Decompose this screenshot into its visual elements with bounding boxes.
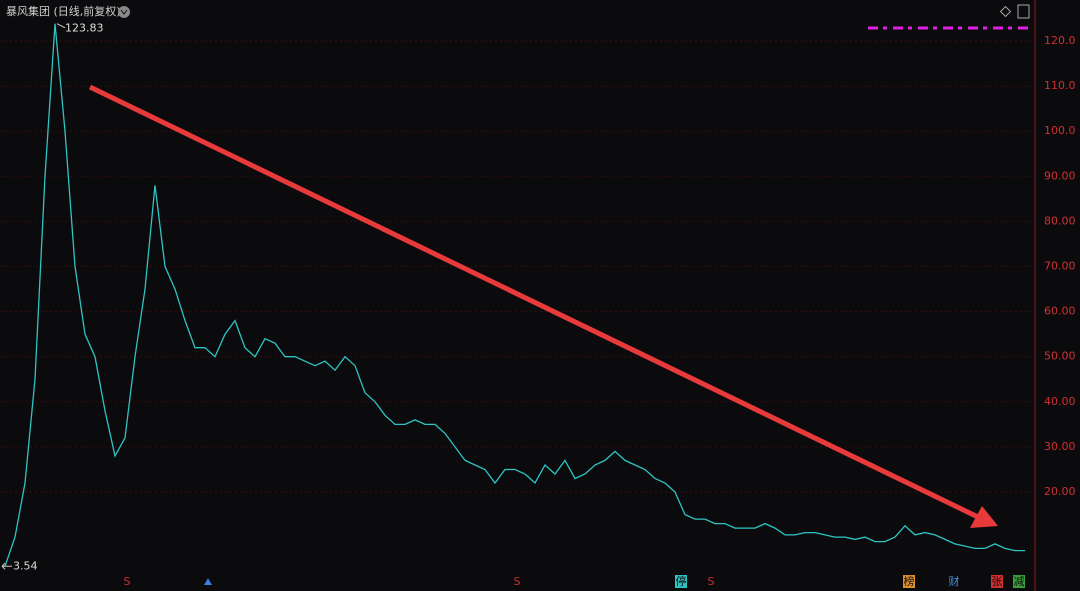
event-marker: 榜	[904, 574, 915, 588]
event-box	[1013, 575, 1025, 588]
event-marker: S	[124, 575, 131, 588]
plot: 123.83 3.54	[1, 22, 1025, 572]
diamond-icon[interactable]	[999, 5, 1012, 18]
y-tick-label: 120.0	[1044, 34, 1076, 47]
event-marker: 张	[992, 575, 1003, 588]
min-label: 3.54	[13, 559, 38, 572]
event-marker: 停	[676, 574, 687, 588]
event-box	[903, 575, 915, 588]
y-tick-label: 20.00	[1044, 485, 1076, 498]
event-marker: S	[708, 575, 715, 588]
triangle-marker	[204, 578, 212, 585]
event-marker: 减	[1014, 575, 1025, 588]
panel-icon[interactable]	[1017, 4, 1030, 19]
max-pointer	[56, 23, 66, 29]
chart-title: 暴风集团 (日线,前复权)	[6, 4, 121, 18]
y-tick-label: 50.00	[1044, 350, 1076, 363]
event-box	[991, 575, 1003, 588]
price-line	[4, 23, 1025, 567]
y-tick-label: 90.00	[1044, 169, 1076, 182]
max-label: 123.83	[65, 22, 104, 35]
trend-arrow	[88, 84, 982, 521]
trend-arrow-head	[970, 506, 998, 528]
y-tick-label: 70.00	[1044, 260, 1076, 273]
y-tick-label: 60.00	[1044, 305, 1076, 318]
dropdown-icon[interactable]	[118, 6, 130, 18]
event-box	[675, 575, 687, 588]
dropdown-arrow	[120, 9, 128, 15]
min-arrow	[1, 562, 12, 570]
y-tick-label: 100.0	[1044, 124, 1076, 137]
y-tick-label: 80.00	[1044, 214, 1076, 227]
event-marker: S	[514, 575, 521, 588]
event-marker: 财	[949, 574, 960, 588]
y-tick-label: 110.0	[1044, 79, 1076, 92]
y-tick-label: 40.00	[1044, 395, 1076, 408]
y-tick-label: 30.00	[1044, 440, 1076, 453]
